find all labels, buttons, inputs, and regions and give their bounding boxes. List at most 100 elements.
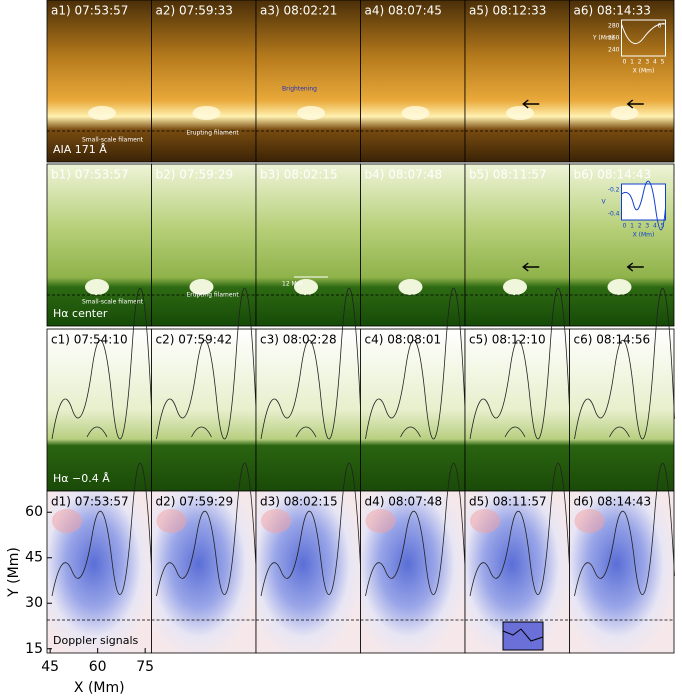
x-tick-label: 60 [89,659,107,675]
inset-y-tick: 260 [608,35,620,42]
brightening-blob [88,106,116,120]
panel-image [46,328,152,492]
panel-image [464,328,570,492]
y-axis-label: Y (Mm) [6,547,22,598]
panel-title: c4) 08:08:01 [365,333,442,347]
panel-title: c2) 07:59:42 [156,333,233,347]
contour [260,463,362,597]
channel-label: Hα center [53,307,108,320]
red-patch [52,509,82,533]
inset-note: 6'' [658,23,665,30]
inset-y-tick: -0.4 [608,211,620,218]
brightening-blob [297,106,325,120]
inset-y-tick: 280 [608,23,620,30]
arrow [522,262,540,272]
y-tick-label: 60 [25,504,43,520]
red-patch [156,509,187,533]
x-tick-label: 75 [136,659,154,675]
inset-curve [621,180,666,231]
x-tick-label: 45 [41,659,59,675]
brightening-blob [401,106,430,120]
contour [260,287,362,440]
inset [621,19,666,57]
contour [574,287,675,440]
panel-image [464,0,570,163]
inset-x-tick: 5 [661,59,665,66]
annotation: Erupting filament [187,292,240,299]
channel-label: Hα −0.4 Å [53,472,110,485]
panel-title: d3) 08:02:15 [260,495,338,509]
filament-blob [398,279,423,295]
annotation: Small-scale filament [82,299,144,306]
inset-x-tick: 1 [630,59,634,66]
contour [51,463,153,597]
contour [365,463,466,597]
red-patch [365,509,396,533]
panel-image [151,328,257,492]
filament-blob [294,279,318,295]
panel-title: a2) 07:59:33 [156,4,233,18]
contour [469,287,571,440]
y-tick-label: 30 [25,595,43,611]
zoom-box [502,621,544,651]
channel-label: Doppler signals [53,634,139,647]
inset-x-label: X (Mm) [633,232,655,239]
panel-image [360,0,466,163]
zoom-contour [502,628,544,642]
y-tick-label: 45 [25,550,43,566]
annotation: Erupting filament [187,130,240,137]
inset-x-tick: 3 [645,223,649,230]
panel-title: c3) 08:02:28 [260,333,337,347]
panel-image [255,0,361,163]
inset-x-tick: 4 [653,59,657,66]
inset-y-tick: -0.2 [608,187,620,194]
panel-title: d6) 08:14:43 [574,495,652,509]
panel-image [360,163,466,327]
inset-x-tick: 0 [623,223,627,230]
panel-title: a3) 08:02:21 [260,4,337,18]
panel-image [464,163,570,327]
contour [469,463,571,597]
panel-title: b2) 07:59:29 [156,168,234,182]
panel-title: a1) 07:53:57 [51,4,128,18]
panel-image [46,0,152,163]
contour [156,287,257,440]
inset-curve [621,23,666,45]
panel-title: b1) 07:53:57 [51,168,129,182]
brightening-blob [192,106,221,120]
panel-title: b5) 08:11:57 [469,168,547,182]
red-patch [574,509,605,533]
inset-y-label: Y (Mm) [592,35,614,42]
panel-title: c5) 08:12:10 [469,333,546,347]
inset-y-label: V [601,199,606,206]
inset [621,183,666,221]
panel-title: a6) 08:14:33 [574,4,651,18]
inset-x-tick: 2 [638,59,642,66]
filament-blob [607,279,632,295]
red-patch [261,509,291,533]
inset-x-tick: 4 [653,223,657,230]
inset-x-tick: 2 [638,223,642,230]
annotation: Brightening [282,86,317,93]
inset-x-label: X (Mm) [633,68,655,75]
contour [574,463,675,597]
panel-title: d5) 08:11:57 [469,495,547,509]
panel-title: d4) 08:07:48 [365,495,443,509]
panel-image [255,328,361,492]
inset-x-tick: 3 [645,59,649,66]
panel-title: a5) 08:12:33 [469,4,546,18]
arrow [626,262,644,272]
panel-title: c6) 08:14:56 [574,333,651,347]
panel-title: d1) 07:53:57 [51,495,129,509]
inset-x-tick: 5 [661,223,665,230]
panel-title: c1) 07:54:10 [51,333,128,347]
panel-title: b4) 08:07:48 [365,168,443,182]
inset-x-tick: 0 [623,59,627,66]
brightening-blob [610,106,639,120]
panel-title: b6) 08:14:43 [574,168,652,182]
panel-title: d2) 07:59:29 [156,495,234,509]
brightening-blob [506,106,534,120]
filament-blob [85,279,109,295]
panel-image [360,328,466,492]
